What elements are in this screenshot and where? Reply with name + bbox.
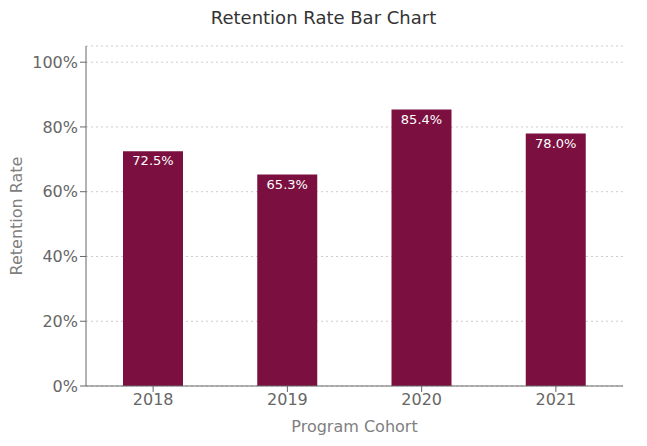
svg-text:60%: 60% xyxy=(42,182,78,201)
svg-text:78.0%: 78.0% xyxy=(535,136,576,151)
svg-text:2020: 2020 xyxy=(401,390,442,409)
svg-text:2021: 2021 xyxy=(536,390,577,409)
svg-text:65.3%: 65.3% xyxy=(267,177,308,192)
svg-text:72.5%: 72.5% xyxy=(132,153,173,168)
svg-text:0%: 0% xyxy=(53,377,78,396)
html-text:Retention Rate Bar Chart: Retention Rate Bar Chart xyxy=(210,7,437,28)
svg-text:20%: 20% xyxy=(42,312,78,331)
svg-text:40%: 40% xyxy=(42,247,78,266)
svg-text:85.4%: 85.4% xyxy=(401,112,442,127)
svg-text:Retention Rate: Retention Rate xyxy=(8,157,26,276)
svg-text:80%: 80% xyxy=(42,118,78,137)
svg-text:100%: 100% xyxy=(32,53,78,72)
svg-text:Program Cohort: Program Cohort xyxy=(291,417,417,436)
svg-text:2019: 2019 xyxy=(267,390,308,409)
svg-text:2018: 2018 xyxy=(133,390,174,409)
